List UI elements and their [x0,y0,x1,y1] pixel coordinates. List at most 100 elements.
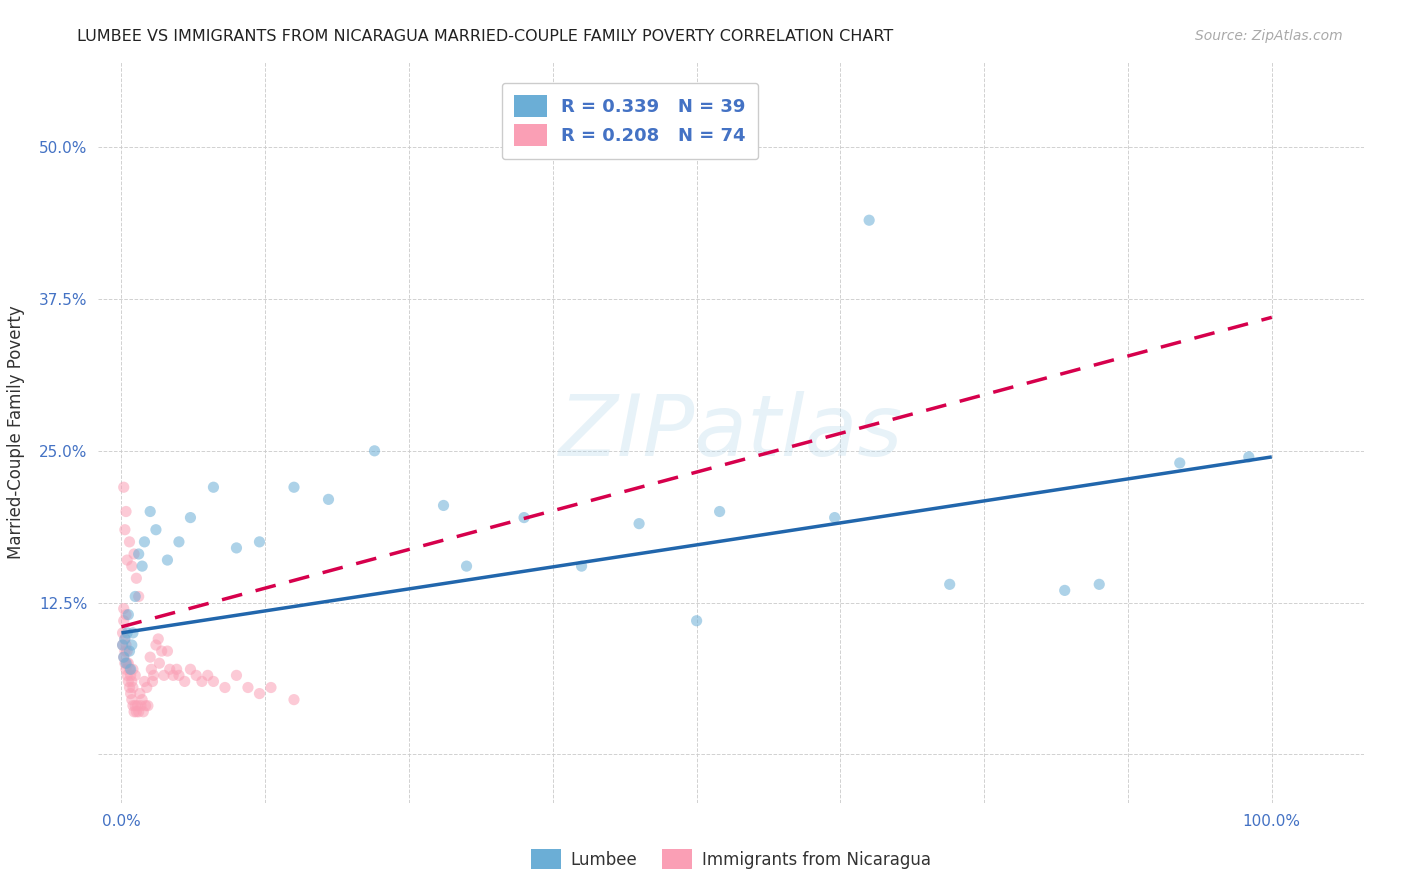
Point [125,705,148,719]
Point [122,705,145,719]
Point [141,674,163,689]
Point [432,499,454,513]
Point [112,650,135,665]
Point [115,504,138,518]
Point [121,638,143,652]
Point [122,547,145,561]
Point [121,559,143,574]
Point [112,601,135,615]
Text: ZIPatlas: ZIPatlas [560,391,903,475]
Point [225,668,247,682]
Point [111,638,134,652]
Point [173,674,195,689]
Point [202,674,225,689]
Point [136,698,159,713]
Point [249,534,271,549]
Point [117,657,139,671]
Point [115,668,138,682]
Point [128,547,150,561]
Point [132,705,155,719]
Point [127,698,149,713]
Point [139,504,162,518]
Point [134,534,156,549]
Point [120,668,142,682]
Point [283,480,305,494]
Text: LUMBEE VS IMMIGRANTS FROM NICARAGUA MARRIED-COUPLE FAMILY POVERTY CORRELATION CH: LUMBEE VS IMMIGRANTS FROM NICARAGUA MARR… [77,29,894,45]
Point [142,668,165,682]
Point [124,590,146,604]
Point [128,590,150,604]
Point [112,480,135,494]
Point [236,681,259,695]
Point [115,657,138,671]
Point [115,607,138,622]
Point [115,644,138,658]
Point [131,559,153,574]
Point [118,534,141,549]
Point [318,492,340,507]
Point [114,632,136,646]
Point [114,523,136,537]
Point [179,662,201,676]
Point [129,698,152,713]
Point [122,681,145,695]
Point [122,698,145,713]
Point [153,668,176,682]
Point [260,681,283,695]
Point [166,662,188,676]
Point [111,638,134,652]
Point [145,523,167,537]
Point [685,614,707,628]
Point [118,681,141,695]
Point [202,480,225,494]
Point [121,674,143,689]
Point [112,614,135,628]
Point [125,571,148,585]
Point [167,534,190,549]
Point [148,632,170,646]
Point [179,510,201,524]
Point [115,626,138,640]
Point [145,638,167,652]
Point [283,692,305,706]
Point [148,657,170,671]
Point [114,632,136,646]
Point [141,662,163,676]
Point [214,681,236,695]
Point [114,657,136,671]
Point [1237,450,1260,464]
Point [363,443,385,458]
Y-axis label: Married-Couple Family Poverty: Married-Couple Family Poverty [7,306,25,559]
Point [121,692,143,706]
Point [122,626,145,640]
Point [134,674,156,689]
Point [858,213,880,227]
Point [115,657,138,671]
Point [120,662,142,676]
Point [197,668,219,682]
Point [1168,456,1191,470]
Point [135,681,157,695]
Point [150,644,173,658]
Point [167,668,190,682]
Point [513,510,536,524]
Point [131,692,153,706]
Point [571,559,593,574]
Point [709,504,731,518]
Point [128,687,150,701]
Point [824,510,846,524]
Point [117,674,139,689]
Point [186,668,208,682]
Point [114,644,136,658]
Text: Source: ZipAtlas.com: Source: ZipAtlas.com [1195,29,1343,44]
Point [115,638,138,652]
Point [225,541,247,555]
Point [162,668,184,682]
Point [1088,577,1111,591]
Point [156,644,179,658]
Point [117,607,139,622]
Point [156,553,179,567]
Point [115,553,138,567]
Point [118,644,141,658]
Point [938,577,960,591]
